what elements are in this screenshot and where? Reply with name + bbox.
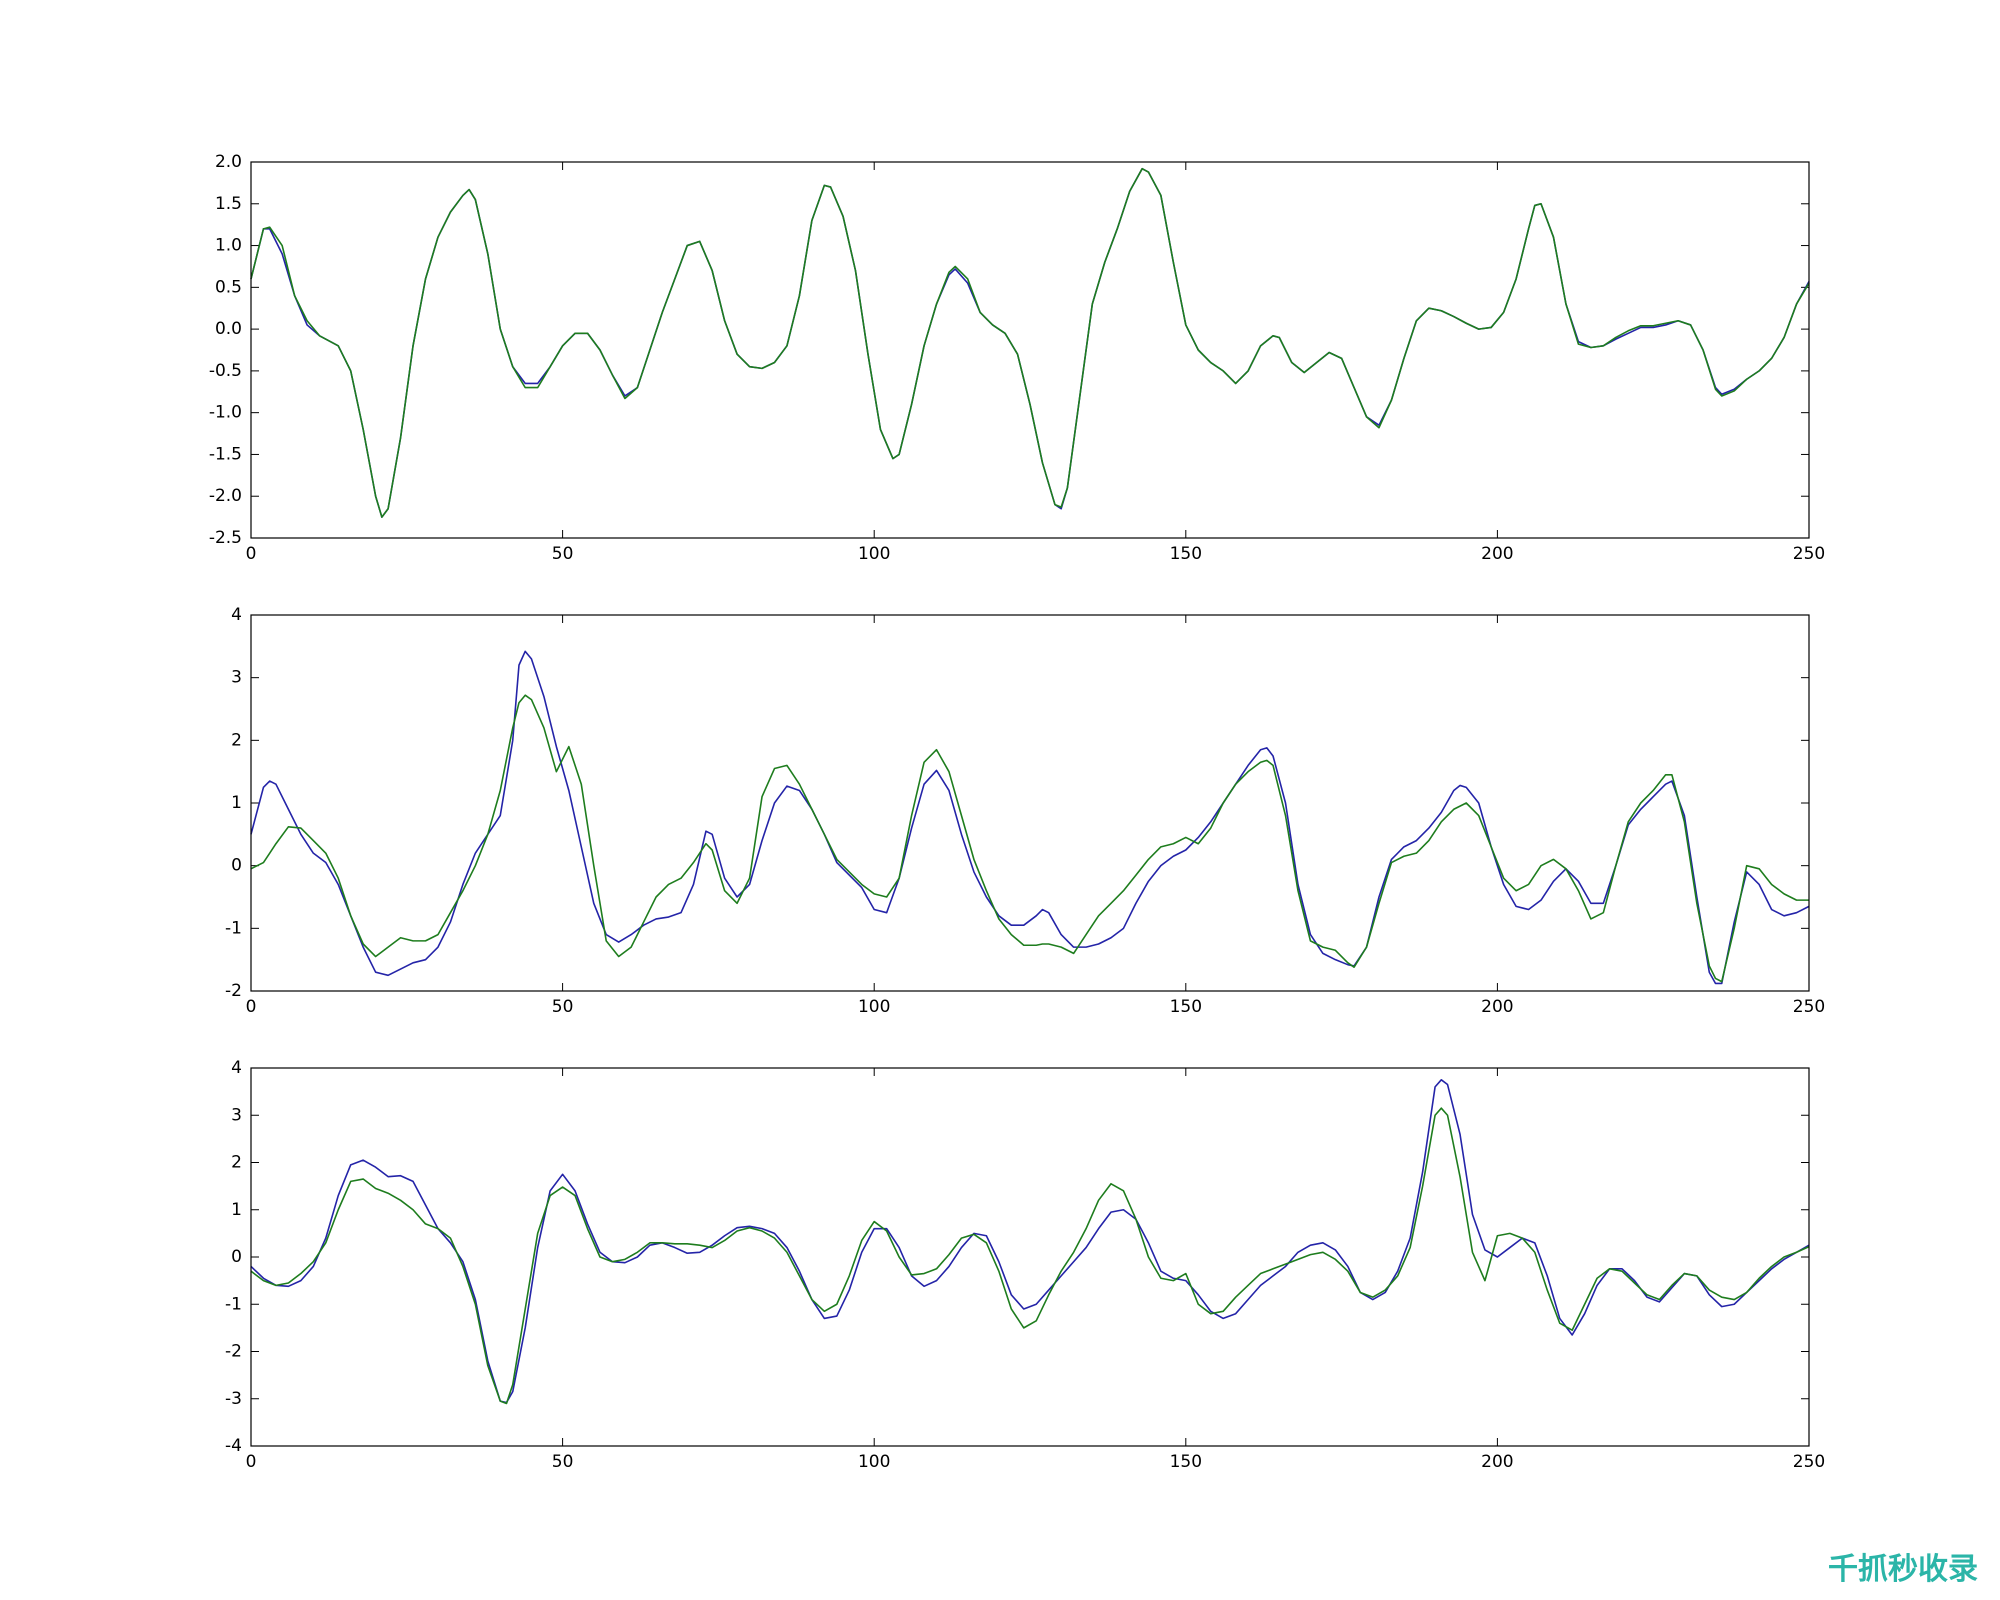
x-tick-label: 200 bbox=[1481, 1452, 1513, 1472]
series-line bbox=[250, 1107, 1810, 1405]
x-tick-label: 250 bbox=[1793, 544, 1825, 564]
x-tick-label: 50 bbox=[552, 544, 574, 564]
x-tick-label: 50 bbox=[552, 1452, 574, 1472]
plot-frame bbox=[250, 1067, 1810, 1447]
plot-frame bbox=[250, 614, 1810, 992]
x-tick-label: 150 bbox=[1170, 997, 1202, 1017]
x-tick-label: 50 bbox=[552, 997, 574, 1017]
y-tick-label: -2.5 bbox=[209, 528, 242, 548]
x-tick-label: 0 bbox=[246, 997, 257, 1017]
y-tick-label: -4 bbox=[225, 1436, 242, 1456]
y-tick-label: 2 bbox=[231, 730, 242, 750]
y-tick-label: -1 bbox=[225, 918, 242, 938]
x-tick-label: 100 bbox=[858, 544, 890, 564]
x-tick-label: 150 bbox=[1170, 544, 1202, 564]
y-tick-label: -2.0 bbox=[209, 486, 242, 506]
y-tick-label: 4 bbox=[231, 605, 242, 625]
y-tick-label: -2 bbox=[225, 981, 242, 1001]
y-tick-label: 4 bbox=[231, 1058, 242, 1078]
y-tick-label: -1.0 bbox=[209, 403, 242, 423]
y-tick-label: 0 bbox=[231, 1247, 242, 1267]
y-tick-label: 1 bbox=[231, 1200, 242, 1220]
y-tick-label: -1.5 bbox=[209, 444, 242, 464]
watermark: 千抓秒收录 bbox=[1828, 1552, 1978, 1587]
series-line bbox=[250, 167, 1810, 518]
y-tick-label: 3 bbox=[231, 668, 242, 688]
x-tick-label: 100 bbox=[858, 997, 890, 1017]
y-tick-label: 0.5 bbox=[215, 277, 242, 297]
y-tick-label: 0 bbox=[231, 856, 242, 876]
x-tick-label: 200 bbox=[1481, 544, 1513, 564]
x-tick-label: 0 bbox=[246, 544, 257, 564]
y-tick-label: -0.5 bbox=[209, 361, 242, 381]
y-tick-label: 2 bbox=[231, 1153, 242, 1173]
x-tick-label: 0 bbox=[246, 1452, 257, 1472]
y-tick-label: -2 bbox=[225, 1342, 242, 1362]
y-tick-label: 0.0 bbox=[215, 319, 242, 339]
x-tick-label: 100 bbox=[858, 1452, 890, 1472]
series-line bbox=[250, 694, 1809, 983]
y-tick-label: 1.5 bbox=[215, 194, 242, 214]
x-tick-label: 150 bbox=[1170, 1452, 1202, 1472]
plot-frame bbox=[250, 161, 1810, 539]
y-tick-label: 1.0 bbox=[215, 236, 242, 256]
y-tick-label: -1 bbox=[225, 1294, 242, 1314]
y-tick-label: 1 bbox=[231, 793, 242, 813]
x-tick-label: 250 bbox=[1793, 1452, 1825, 1472]
y-tick-label: 3 bbox=[231, 1105, 242, 1125]
series-line bbox=[250, 650, 1810, 985]
x-tick-label: 250 bbox=[1793, 997, 1825, 1017]
y-tick-label: -3 bbox=[225, 1389, 242, 1409]
x-tick-label: 200 bbox=[1481, 997, 1513, 1017]
series-line bbox=[250, 167, 1810, 518]
y-tick-label: 2.0 bbox=[215, 152, 242, 172]
